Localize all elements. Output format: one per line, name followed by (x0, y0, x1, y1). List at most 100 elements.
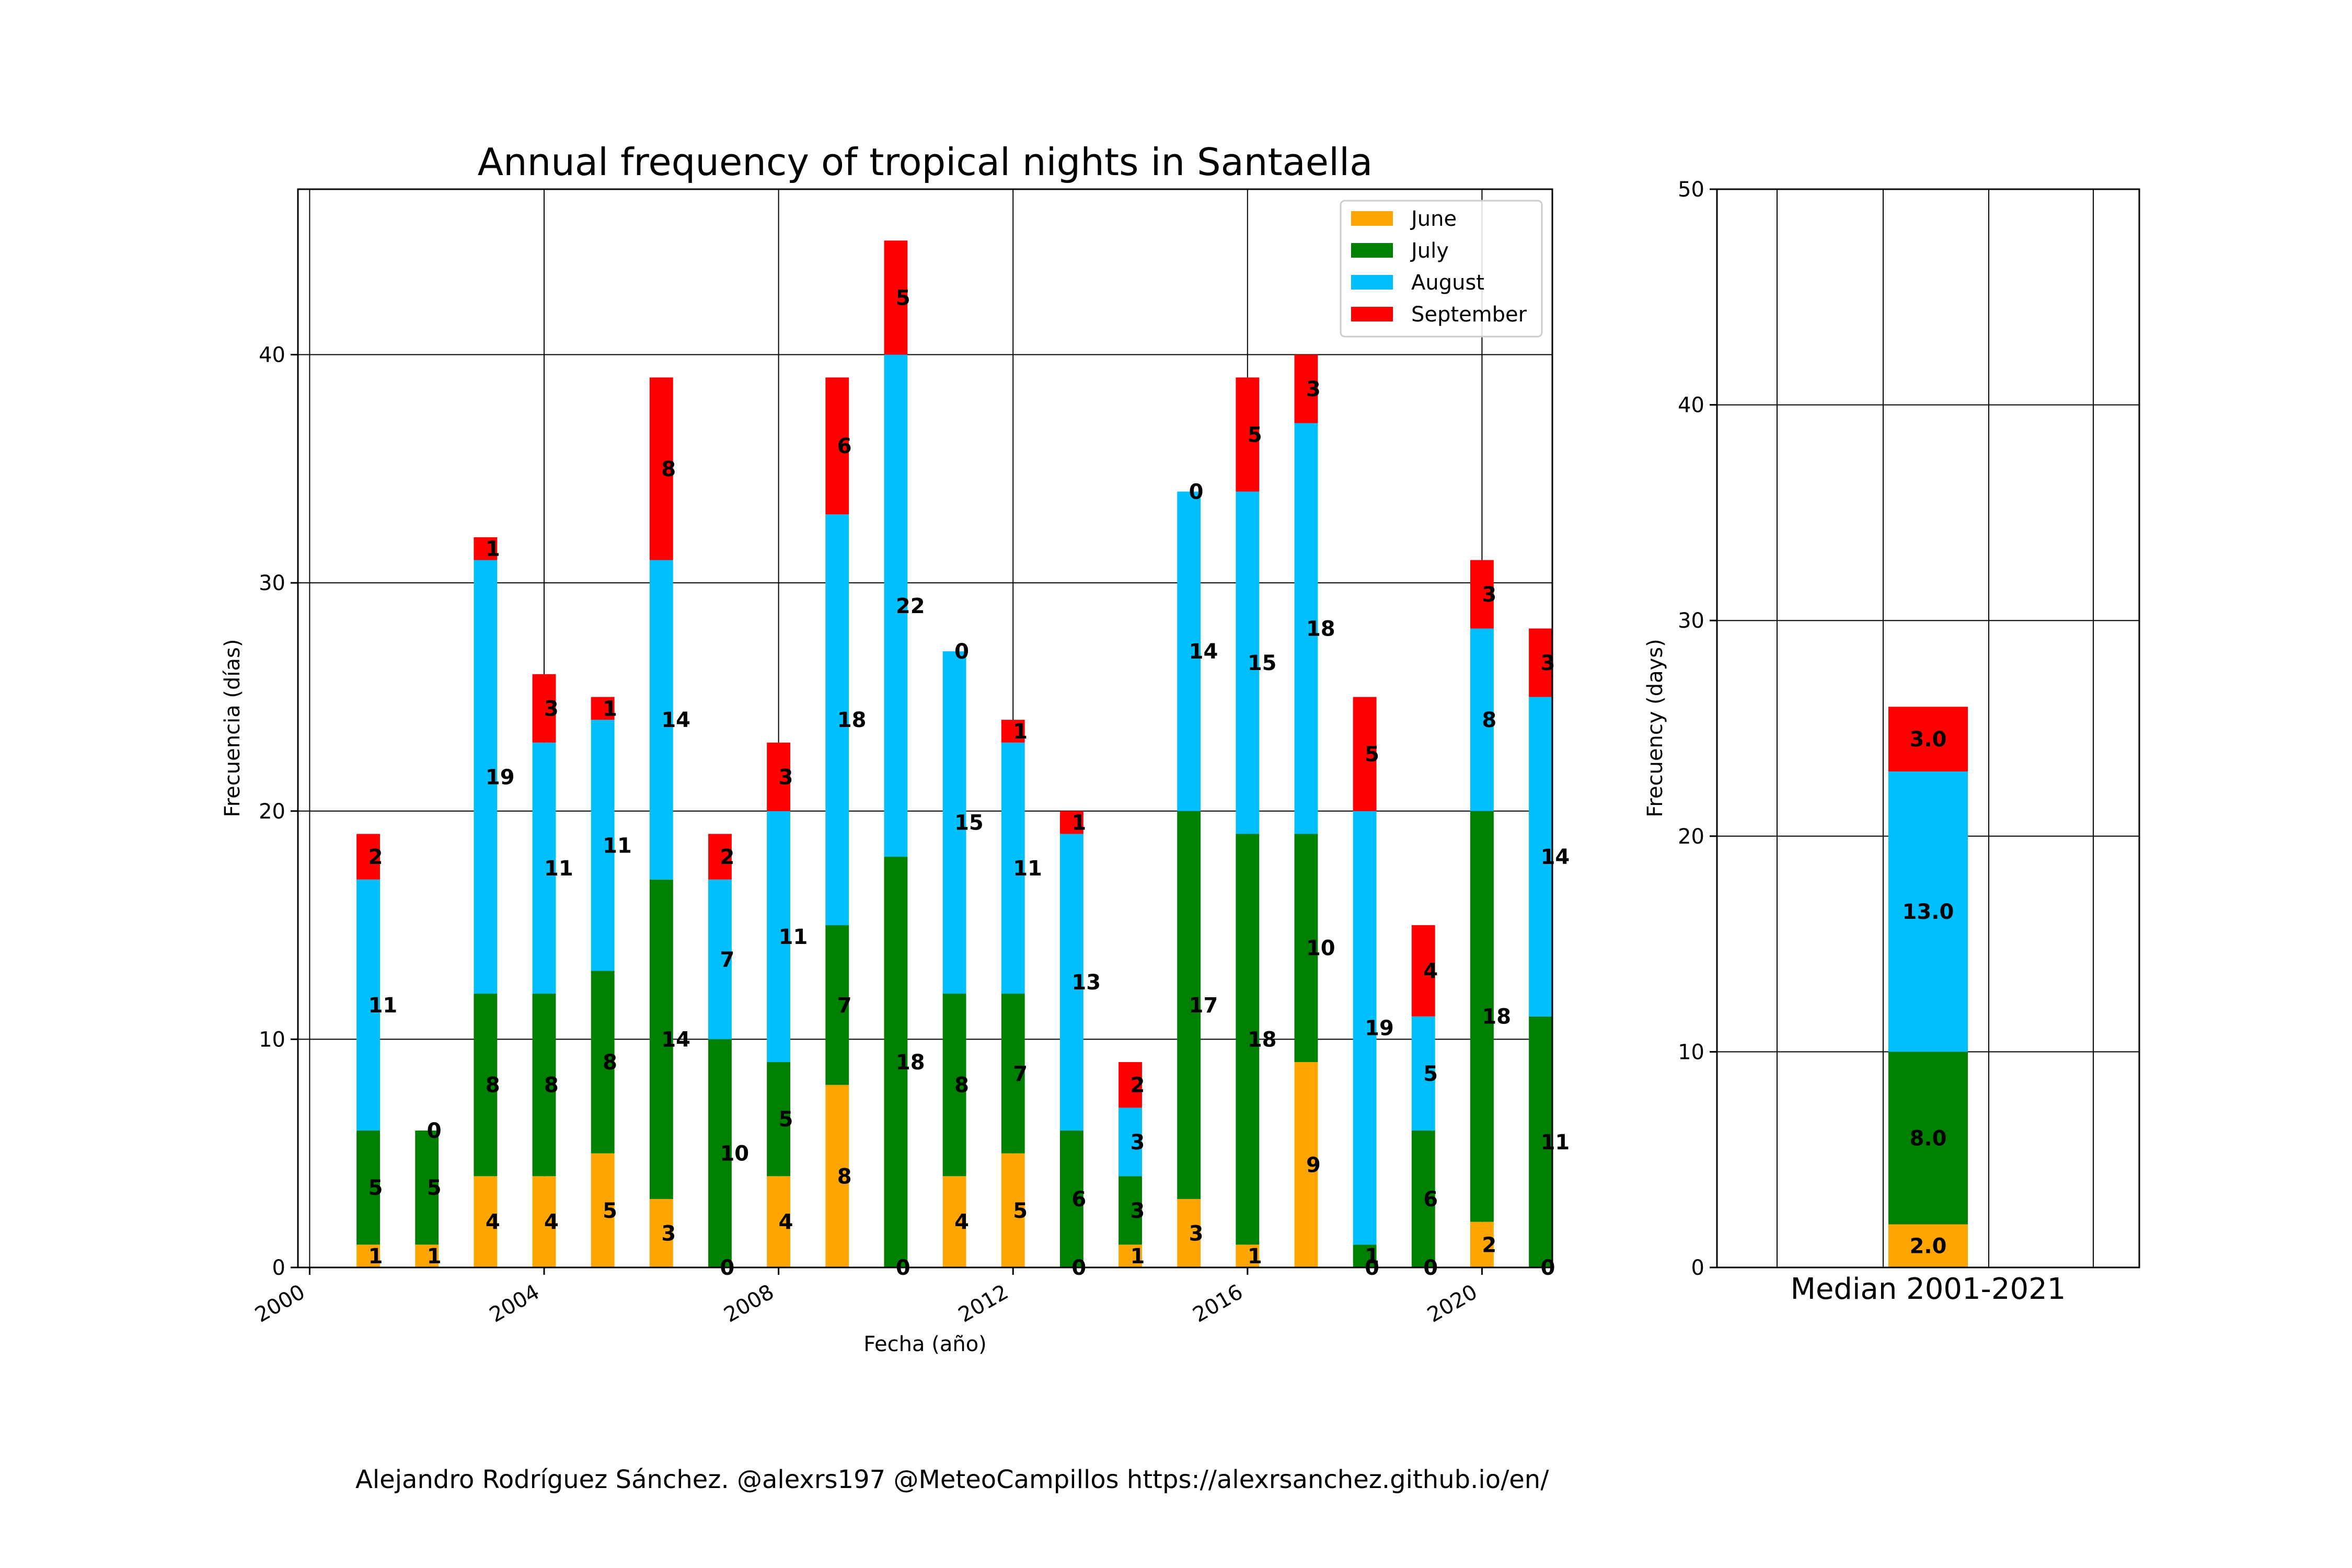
bar-label-september-2019: 4 (1423, 959, 1438, 983)
bar-label-august-2006: 14 (661, 708, 690, 732)
median-bar-label-june: 2.0 (1910, 1235, 1947, 1259)
bar-label-september-2016: 5 (1248, 423, 1262, 447)
bar-september-2017 (1294, 354, 1318, 423)
bar-label-august-2002: 0 (427, 1119, 442, 1143)
bar-july-2013 (1059, 1131, 1083, 1267)
bar-label-june-2016: 1 (1248, 1244, 1262, 1269)
bar-september-2005 (591, 697, 615, 720)
bar-july-2004 (532, 994, 556, 1177)
bar-label-august-2004: 11 (544, 857, 573, 881)
bar-july-2007 (708, 1039, 732, 1267)
bar-june-2014 (1119, 1244, 1142, 1267)
bar-label-august-2018: 19 (1365, 1017, 1394, 1041)
bar-september-2007 (708, 834, 732, 880)
bar-label-june-2012: 5 (1013, 1199, 1028, 1223)
bar-september-2019 (1411, 925, 1435, 1017)
bar-label-july-2013: 6 (1071, 1187, 1086, 1212)
median-category-label: Median 2001-2021 (1791, 1272, 2066, 1306)
bar-july-2008 (767, 1062, 791, 1177)
bar-label-august-2001: 11 (368, 994, 398, 1018)
bar-september-2006 (649, 377, 673, 560)
bar-august-2017 (1294, 423, 1318, 834)
bar-label-september-2014: 2 (1131, 1074, 1145, 1098)
bar-july-2019 (1411, 1131, 1435, 1267)
bar-july-2006 (649, 879, 673, 1200)
bar-july-2003 (474, 994, 498, 1177)
main-x-tick-label: 2000 (251, 1280, 309, 1328)
bar-label-september-2017: 3 (1306, 377, 1321, 401)
bar-september-2008 (767, 742, 791, 811)
median-bars (1888, 707, 1968, 1267)
bar-label-september-2007: 2 (720, 845, 734, 869)
main-y-tick-label: 30 (259, 571, 285, 595)
bar-june-2008 (767, 1176, 791, 1267)
bar-september-2018 (1353, 697, 1377, 811)
median-bar-september (1888, 707, 1968, 772)
main-x-tick-label: 2016 (1189, 1280, 1247, 1328)
bar-june-2001 (356, 1244, 381, 1267)
bar-july-2010 (884, 857, 908, 1267)
median-y-tick-label: 50 (1678, 178, 1704, 202)
bar-label-june-2020: 2 (1482, 1233, 1496, 1257)
bar-august-2012 (1001, 742, 1025, 994)
bar-label-june-2002: 1 (427, 1244, 442, 1269)
main-y-tick-label: 40 (259, 343, 285, 367)
bar-august-2010 (884, 354, 908, 857)
bar-label-september-2020: 3 (1482, 583, 1496, 607)
median-segment-labels: 2.0 8.0 13.0 3.0 (1903, 728, 1954, 1259)
bar-label-july-2017: 10 (1306, 937, 1335, 961)
main-bars (356, 240, 1552, 1267)
median-y-tick-label: 30 (1678, 609, 1704, 633)
bar-label-september-2003: 1 (486, 537, 500, 561)
bar-label-june-2009: 8 (837, 1165, 852, 1189)
bar-label-june-2006: 3 (661, 1222, 676, 1246)
bar-label-august-2020: 8 (1482, 708, 1496, 732)
main-chart-title: Annual frequency of tropical nights in S… (478, 140, 1373, 184)
bar-august-2021 (1529, 697, 1552, 1017)
bar-july-2018 (1353, 1244, 1377, 1267)
bar-label-june-2015: 3 (1189, 1222, 1204, 1246)
bar-september-2004 (532, 674, 556, 743)
bar-august-2009 (825, 514, 849, 926)
bar-label-july-2011: 8 (954, 1074, 969, 1098)
legend-swatch-june (1351, 211, 1393, 226)
bar-label-september-2010: 5 (896, 286, 910, 310)
bar-august-2011 (942, 651, 966, 994)
main-y-tick-label: 10 (259, 1028, 285, 1052)
legend-label-june: June (1410, 207, 1457, 231)
main-x-tick-label: 2020 (1423, 1280, 1481, 1328)
bar-september-2003 (474, 537, 498, 560)
bar-july-2005 (591, 971, 615, 1154)
bar-august-2018 (1353, 811, 1377, 1245)
bar-label-july-2014: 3 (1131, 1199, 1145, 1223)
bar-august-2003 (474, 560, 498, 994)
bar-september-2010 (884, 240, 908, 355)
bar-label-july-2018: 1 (1365, 1244, 1379, 1269)
main-x-tick-label: 2004 (486, 1280, 544, 1328)
bar-label-august-2003: 19 (486, 765, 515, 789)
bar-june-2020 (1470, 1221, 1494, 1267)
median-bar-label-july: 8.0 (1910, 1126, 1947, 1150)
bar-label-july-2006: 14 (661, 1028, 690, 1052)
bar-august-2007 (708, 879, 732, 1040)
credit-line: Alejandro Rodríguez Sánchez. @alexrs197 … (355, 1465, 1549, 1494)
bar-july-2020 (1470, 811, 1494, 1222)
bar-june-2011 (942, 1176, 966, 1267)
median-bar-august (1888, 771, 1968, 1052)
bar-july-2017 (1294, 834, 1318, 1063)
median-plot-frame (1716, 188, 2140, 1269)
bar-august-2016 (1236, 491, 1260, 834)
bar-label-july-2012: 7 (1013, 1062, 1028, 1086)
median-bar-label-september: 3.0 (1910, 728, 1947, 752)
median-y-tick-label: 0 (1691, 1256, 1704, 1280)
bar-september-2020 (1470, 560, 1494, 629)
bar-july-2011 (942, 994, 966, 1177)
legend-swatch-july (1351, 243, 1393, 258)
bar-label-july-2008: 5 (779, 1108, 793, 1132)
bar-september-2001 (356, 834, 381, 880)
bar-june-2006 (649, 1199, 673, 1267)
bar-label-july-2001: 5 (368, 1176, 383, 1200)
bar-july-2016 (1236, 834, 1260, 1245)
bar-label-september-2015: 0 (1189, 480, 1204, 504)
